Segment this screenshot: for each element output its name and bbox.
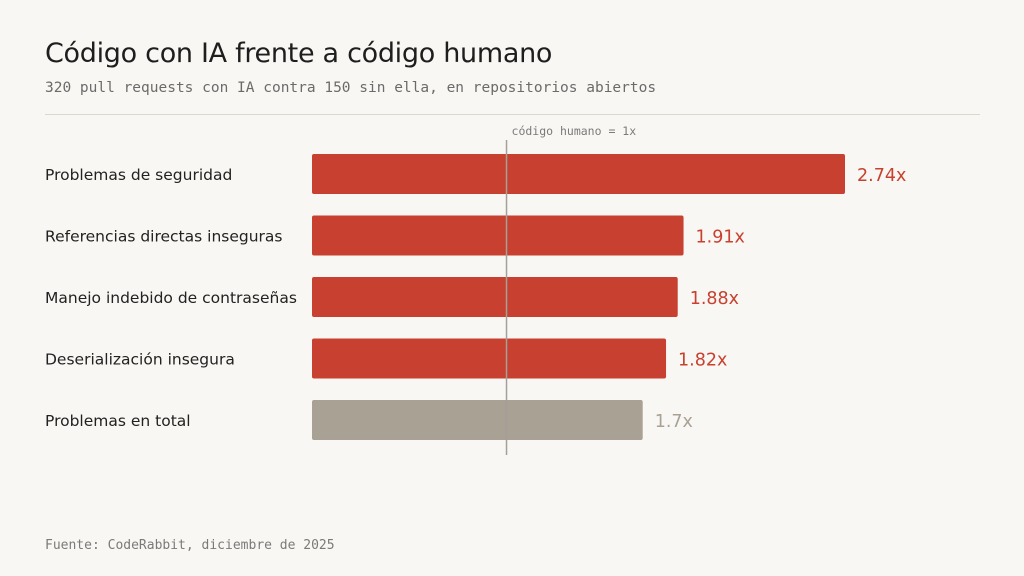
category-label: Referencias directas inseguras [45, 228, 283, 246]
bar [312, 400, 643, 440]
value-label: 1.88x [690, 289, 739, 309]
value-label: 1.91x [696, 228, 745, 248]
bar [312, 338, 667, 379]
bar [312, 215, 684, 256]
category-label: Problemas de seguridad [45, 166, 232, 184]
chart-title: Código con IA frente a código humano [45, 38, 553, 69]
bar-chart: Problemas de seguridad 2.74x Referencias d… [45, 124, 906, 455]
source-note: Fuente: CodeRabbit, diciembre de 2025 [45, 538, 335, 553]
chart-subtitle: 320 pull requests con IA contra 150 sin … [45, 80, 657, 96]
value-label: 2.74x [857, 166, 906, 186]
header-divider [45, 114, 980, 115]
category-label: Manejo indebido de contraseñas [45, 289, 297, 307]
reference-line-label: código humano = 1x [512, 124, 637, 138]
category-label: Problemas en total [45, 412, 191, 430]
value-label: 1.7x [655, 412, 693, 432]
category-label: Deserialización insegura [45, 351, 235, 369]
bar [312, 277, 678, 317]
value-label: 1.82x [678, 351, 727, 371]
bar [312, 154, 845, 194]
